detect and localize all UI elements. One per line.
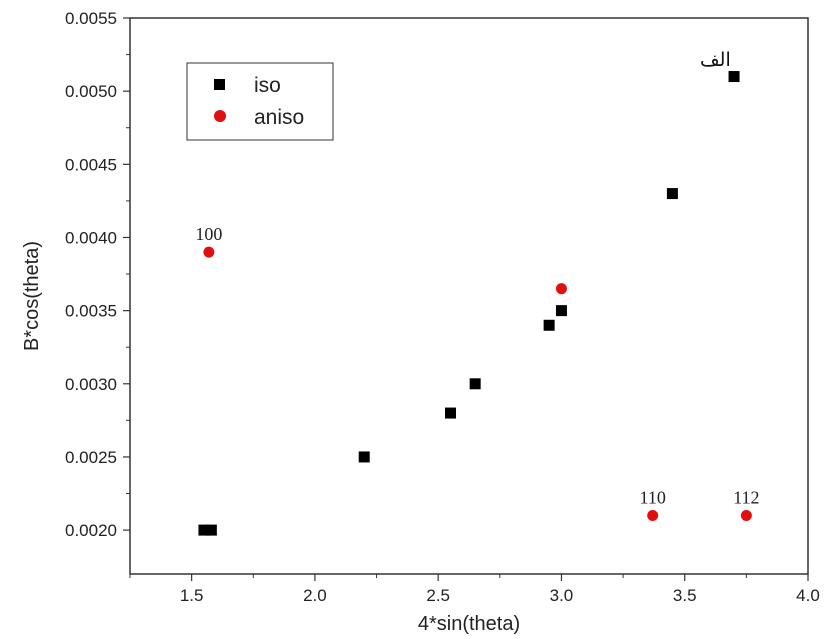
x-tick-label: 2.5 bbox=[426, 586, 450, 605]
y-tick-label: 0.0050 bbox=[65, 82, 117, 101]
point-iso bbox=[666, 188, 678, 200]
point-annotation: 112 bbox=[733, 487, 759, 507]
y-axis-title: B*cos(theta) bbox=[21, 241, 43, 351]
point-aniso bbox=[203, 246, 215, 258]
legend-box bbox=[186, 62, 334, 141]
point-aniso bbox=[740, 509, 752, 521]
point-iso bbox=[469, 378, 481, 390]
x-tick-label: 1.5 bbox=[180, 586, 204, 605]
point-iso bbox=[543, 319, 555, 331]
legend-aniso-label: aniso bbox=[254, 106, 304, 129]
data-points bbox=[198, 71, 752, 536]
point-aniso bbox=[555, 283, 567, 295]
x-tick-label: 4.0 bbox=[796, 586, 820, 605]
y-tick-label: 0.0045 bbox=[65, 155, 117, 174]
point-annotation: 110 bbox=[640, 487, 666, 507]
point-aniso bbox=[647, 509, 659, 521]
legend: iso aniso bbox=[186, 62, 334, 141]
legend-aniso-marker bbox=[214, 110, 226, 122]
y-tick-label: 0.0020 bbox=[65, 521, 117, 540]
point-annotations: 100 110 112 bbox=[195, 224, 759, 507]
tick-labels: 1.5 2.0 2.5 3.0 3.5 4.0 0.0020 0.0025 0.0030 0.00… bbox=[65, 9, 820, 605]
y-tick-label: 0.0035 bbox=[65, 302, 117, 321]
legend-iso-label: iso bbox=[254, 74, 281, 97]
y-tick-label: 0.0025 bbox=[65, 448, 117, 467]
x-tick-label: 3.5 bbox=[673, 586, 697, 605]
point-iso bbox=[358, 451, 370, 463]
x-tick-label: 3.0 bbox=[550, 586, 574, 605]
y-tick-label: 0.0040 bbox=[65, 228, 117, 247]
y-tick-label: 0.0030 bbox=[65, 375, 117, 394]
axis-ticks bbox=[123, 17, 809, 581]
point-iso bbox=[728, 71, 740, 83]
point-annotation: 100 bbox=[195, 224, 222, 244]
corner-label: الف bbox=[700, 49, 731, 71]
legend-iso-marker bbox=[214, 79, 225, 90]
x-tick-label: 2.0 bbox=[303, 586, 327, 605]
point-iso bbox=[555, 305, 567, 317]
y-tick-label: 0.0055 bbox=[65, 9, 117, 28]
point-iso bbox=[205, 524, 217, 536]
point-iso bbox=[198, 524, 210, 536]
x-axis-title: 4*sin(theta) bbox=[418, 613, 520, 635]
point-iso bbox=[445, 407, 457, 419]
